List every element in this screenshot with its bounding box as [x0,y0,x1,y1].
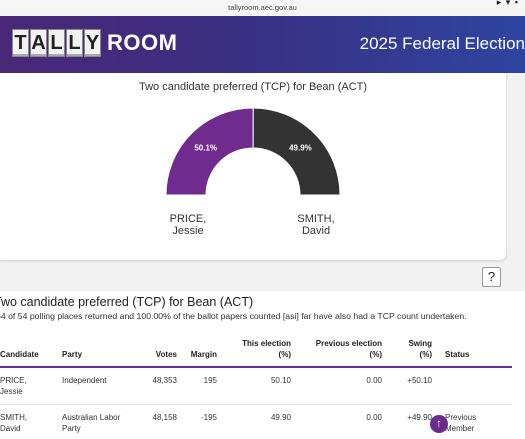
table-cell-votes: 48,353 [152,376,177,385]
table-cell-this-election: 50.10 [270,376,291,385]
candidate-label-price: PRICE, Jessie [158,213,218,237]
column-header-candidate[interactable]: Candidate [0,350,39,359]
column-header-margin[interactable]: Margin [190,350,217,359]
site-header: T A L L Y ROOM 2025 Federal Election [0,16,525,73]
donut-slice-price[interactable] [165,107,254,196]
status-icons: ▸ ▾ ▪ [496,0,519,7]
section-subtitle: 54 of 54 polling places returned and 100… [0,311,467,321]
table-cell-swing: +49.90 [407,413,432,422]
column-header-status[interactable]: Status [445,350,470,359]
header-line: (%) [419,350,432,359]
logo-tile: A [30,29,47,57]
table-cell-previous-election: 0.00 [366,413,382,422]
header-line: (%) [278,350,291,359]
tcp-chart-card: Two candidate preferred (TCP) for Bean (… [0,73,506,260]
header-line: Swing [408,339,432,348]
cell-line: Jessie [0,387,23,396]
candidate-given-name: Jessie [172,225,204,237]
table-cell-margin: 195 [203,376,217,385]
table-cell-this-election: 49.90 [270,413,291,422]
header-line: This election [242,339,291,348]
candidate-surname: PRICE, [169,213,207,225]
table-cell-previous-election: 0.00 [366,376,382,385]
cell-line: Member [445,424,475,433]
candidate-given-name: David [301,225,331,237]
browser-address-bar[interactable]: tallyroom.aec.gov.au ▸ ▾ ▪ [0,0,525,16]
logo-tile: L [66,29,83,57]
table-cell-status: Previous Member [445,412,476,434]
header-line: (%) [369,350,382,359]
cell-line: SMITH, [0,413,28,422]
column-header-swing[interactable]: Swing (%) [392,338,432,360]
url-text[interactable]: tallyroom.aec.gov.au [228,3,297,12]
column-header-votes[interactable]: Votes [155,350,177,359]
help-button[interactable]: ? [482,267,501,287]
column-header-previous-election[interactable]: Previous election (%) [300,338,382,360]
tally-room-logo[interactable]: T A L L Y ROOM [12,29,177,57]
candidate-surname: SMITH, [297,213,335,225]
table-cell-votes: 48,158 [152,413,177,422]
header-line: Previous election [315,339,382,348]
column-header-this-election[interactable]: This election (%) [226,338,291,360]
logo-tile: Y [84,29,101,57]
table-cell-margin: -195 [200,413,217,422]
logo-tally-tiles: T A L L Y [12,29,101,57]
logo-tile: L [48,29,65,57]
table-cell-party: Australian Labor Party [62,412,120,434]
donut-slice-label: 50.1% [194,144,217,153]
candidate-label-smith: SMITH, David [286,213,346,237]
chart-title: Two candidate preferred (TCP) for Bean (… [138,81,368,93]
cell-line: Independent [62,376,107,385]
table-row-divider [0,404,512,405]
donut-slice-label: 49.9% [289,144,312,153]
table-header-divider [0,366,512,368]
logo-tile: T [12,29,29,57]
tcp-donut-chart: 50.1% 49.9% [165,107,341,196]
scroll-to-top-button[interactable]: ↑ [430,415,448,433]
cell-line: Previous [445,413,477,422]
election-title: 2025 Federal Election [359,34,525,53]
logo-room-text: ROOM [107,30,178,55]
donut-slice-smith[interactable] [252,107,341,196]
column-header-party[interactable]: Party [62,350,83,359]
table-cell-party: Independent [62,375,107,386]
cell-line: David [0,424,21,433]
cell-line: Party [62,424,81,433]
tcp-results-section: Two candidate preferred (TCP) for Bean (… [0,291,525,439]
section-title: Two candidate preferred (TCP) for Bean (… [0,295,254,309]
cell-line: Australian Labor [62,413,121,422]
table-cell-swing: +50.10 [407,376,432,385]
table-cell-candidate: SMITH, David [0,412,27,434]
table-cell-candidate: PRICE, Jessie [0,375,27,397]
cell-line: PRICE, [0,376,27,385]
